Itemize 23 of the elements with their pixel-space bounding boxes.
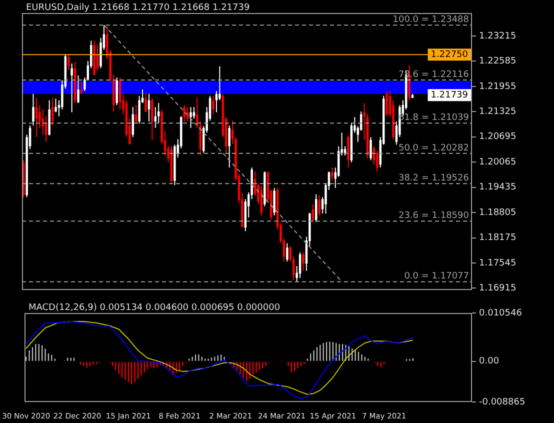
y-tick-label: 1.16915 [479, 284, 516, 294]
y-tick-label: 1.19435 [479, 182, 516, 193]
annotation: 1.21739 [430, 90, 468, 100]
ref-line-label: 1.22750 [430, 50, 468, 60]
y-tick-label: 1.23215 [479, 31, 516, 42]
y-tick-label: 1.21325 [479, 107, 516, 118]
y-tick-label: 1.22585 [479, 56, 516, 67]
y-tick-label: 1.20695 [479, 132, 516, 142]
y-tick-label: 1.18175 [479, 233, 516, 244]
ref-line-label: 100.0 = 1.23488 [392, 14, 470, 25]
ref-line-label: 50.0 = 1.20282 [398, 143, 469, 154]
ref-line-label: 23.6 = 1.18590 [398, 210, 470, 221]
y-tick-label: 1.21955 [479, 82, 516, 92]
chart-title: MACD(12,26,9) 0.005134 0.004600 0.000695 0.000000 [28, 302, 280, 313]
y-tick-label: 1.20065 [479, 157, 516, 168]
ref-line-label: 38.2 = 1.19526 [398, 174, 470, 184]
chart-title: EURUSD,Daily 1.21668 1.21770 1.21668 1.21739 [26, 2, 250, 13]
y-tick-label: 0.00 [479, 356, 500, 367]
y-tick-label: -0.008865 [479, 397, 526, 408]
y-tick-label: 0.010546 [479, 308, 522, 318]
y-tick-label: 1.17545 [479, 258, 516, 268]
y-tick-label: 1.18805 [479, 208, 516, 218]
ref-line-label: 0.0 = 1.17077 [404, 272, 469, 282]
